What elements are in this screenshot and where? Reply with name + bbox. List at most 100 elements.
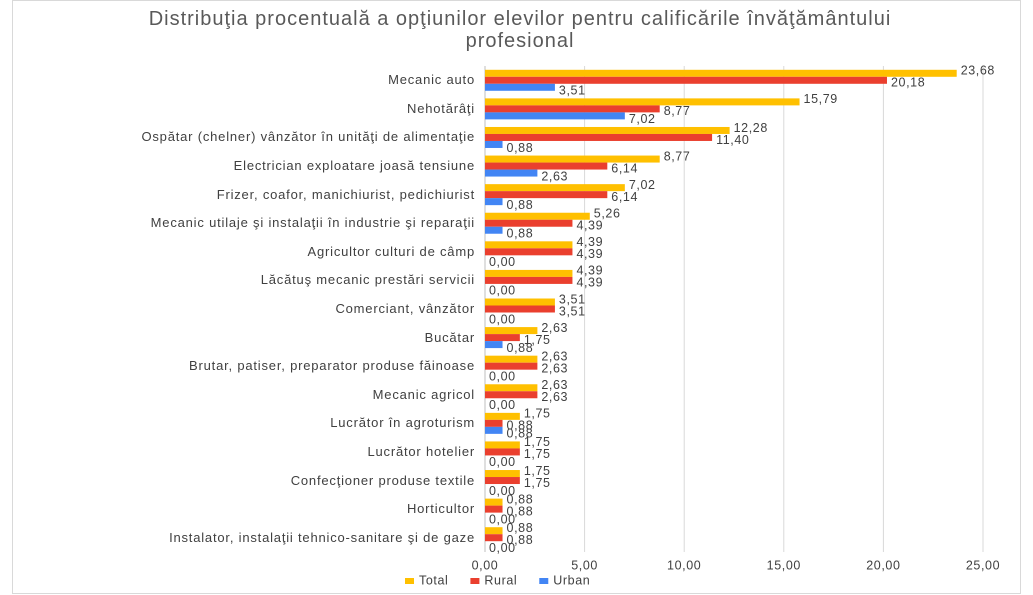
x-tick-label: 15,00 — [767, 558, 801, 572]
value-label: 5,26 — [594, 207, 621, 221]
chart-border — [12, 0, 1021, 594]
bar — [485, 305, 555, 313]
bar — [485, 219, 573, 227]
y-tick-label-box: Lăcătuş mecanic prestări servicii — [15, 271, 475, 289]
y-tick-label-box: Brutar, patiser, preparator produse făin… — [15, 357, 475, 375]
y-tick-label: Lucrător în agroturism — [330, 415, 475, 431]
value-label: 0,88 — [507, 227, 534, 241]
value-label: 1,75 — [524, 333, 551, 347]
bar — [485, 470, 520, 478]
legend-label: Total — [419, 573, 448, 587]
bar — [485, 105, 660, 113]
bar — [485, 412, 520, 420]
bar — [485, 241, 573, 249]
y-tick-label-box: Comerciant, vânzător — [15, 300, 475, 318]
value-label: 6,14 — [611, 161, 638, 175]
y-tick-label-box: Ospătar (chelner) vânzător în unităţi de… — [15, 128, 475, 146]
value-label: 1,75 — [524, 464, 551, 478]
value-label: 1,75 — [524, 476, 551, 490]
y-tick-label-box: Horticultor — [15, 500, 475, 518]
legend-swatch — [470, 578, 480, 584]
bar — [485, 126, 730, 134]
y-tick-label-box: Lucrător hotelier — [15, 443, 475, 461]
value-label: 6,14 — [611, 190, 638, 204]
value-label: 2,63 — [541, 321, 568, 335]
bar — [485, 341, 503, 349]
bar — [485, 276, 573, 284]
y-tick-label-box: Mecanic utilaje şi instalaţii în industr… — [15, 214, 475, 232]
bar — [485, 140, 503, 148]
value-label: 0,88 — [507, 427, 534, 441]
bar — [485, 327, 538, 335]
bar — [485, 505, 503, 513]
bar — [485, 69, 957, 77]
value-label: 15,79 — [804, 92, 838, 106]
bar — [485, 112, 625, 120]
value-label: 11,40 — [716, 133, 749, 147]
value-label: 3,51 — [559, 292, 586, 306]
y-tick-label-box: Frizer, coafor, manichiurist, pedichiuri… — [15, 186, 475, 204]
value-label: 0,88 — [507, 533, 534, 547]
value-label: 1,75 — [524, 435, 551, 449]
bar — [485, 355, 538, 363]
x-tick-label: 0,00 — [472, 558, 499, 572]
bar — [485, 441, 520, 449]
value-label: 0,88 — [507, 341, 534, 355]
y-tick-label: Horticultor — [406, 501, 475, 517]
value-label: 23,68 — [961, 64, 995, 78]
y-tick-label: Ospătar (chelner) vânzător în unităţi de… — [141, 129, 475, 145]
y-tick-label: Brutar, patiser, preparator produse făin… — [189, 358, 475, 374]
bar — [485, 269, 573, 277]
bar — [485, 362, 538, 370]
value-label: 20,18 — [891, 76, 925, 90]
bar — [485, 248, 573, 256]
value-label: 2,63 — [541, 349, 568, 363]
bar — [485, 83, 555, 91]
value-label: 0,00 — [489, 512, 516, 526]
x-tick-label: 10,00 — [667, 558, 701, 572]
value-label: 0,88 — [507, 141, 534, 155]
y-tick-label: Lăcătuş mecanic prestări servicii — [260, 272, 475, 288]
legend-swatch — [405, 578, 414, 584]
y-tick-label: Mecanic auto — [388, 72, 475, 88]
bar — [485, 527, 503, 535]
y-tick-label-box: Electrician exploatare joasă tensiune — [15, 157, 475, 175]
value-label: 0,88 — [507, 198, 534, 212]
y-tick-label-box: Mecanic agricol — [15, 386, 475, 404]
value-label: 8,77 — [664, 149, 691, 163]
value-label: 2,63 — [541, 169, 568, 183]
value-label: 4,39 — [576, 247, 603, 261]
y-tick-label: Comerciant, vânzător — [335, 301, 475, 316]
y-tick-label-box: Confecţioner produse textile — [15, 472, 475, 490]
value-label: 7,02 — [629, 112, 656, 126]
value-label: 0,00 — [489, 484, 516, 498]
value-label: 0,00 — [489, 541, 516, 555]
value-label: 2,63 — [541, 390, 568, 404]
bar — [485, 191, 608, 199]
x-tick-label: 20,00 — [866, 558, 900, 572]
bar — [485, 76, 887, 84]
bar — [485, 384, 538, 392]
value-label: 0,00 — [489, 312, 516, 326]
value-label: 3,51 — [559, 84, 586, 98]
bar — [485, 169, 538, 177]
value-label: 7,02 — [629, 178, 656, 192]
y-tick-label-box: Instalator, instalaţii tehnico-sanitare … — [15, 529, 475, 547]
y-tick-label: Electrician exploatare joasă tensiune — [233, 158, 475, 174]
bar — [485, 419, 503, 427]
x-tick-label: 25,00 — [966, 558, 1000, 572]
y-tick-label: Lucrător hotelier — [367, 443, 475, 459]
legend-label: Urban — [553, 573, 590, 587]
value-label: 0,88 — [507, 521, 534, 535]
bar — [485, 498, 503, 506]
bar — [485, 226, 503, 234]
bar — [485, 391, 538, 399]
bar — [485, 448, 520, 456]
value-label: 0,00 — [489, 398, 516, 412]
y-tick-label: Agricultor culturi de câmp — [307, 243, 475, 259]
bar — [485, 534, 503, 542]
value-label: 3,51 — [559, 304, 586, 318]
value-label: 1,75 — [524, 447, 551, 461]
